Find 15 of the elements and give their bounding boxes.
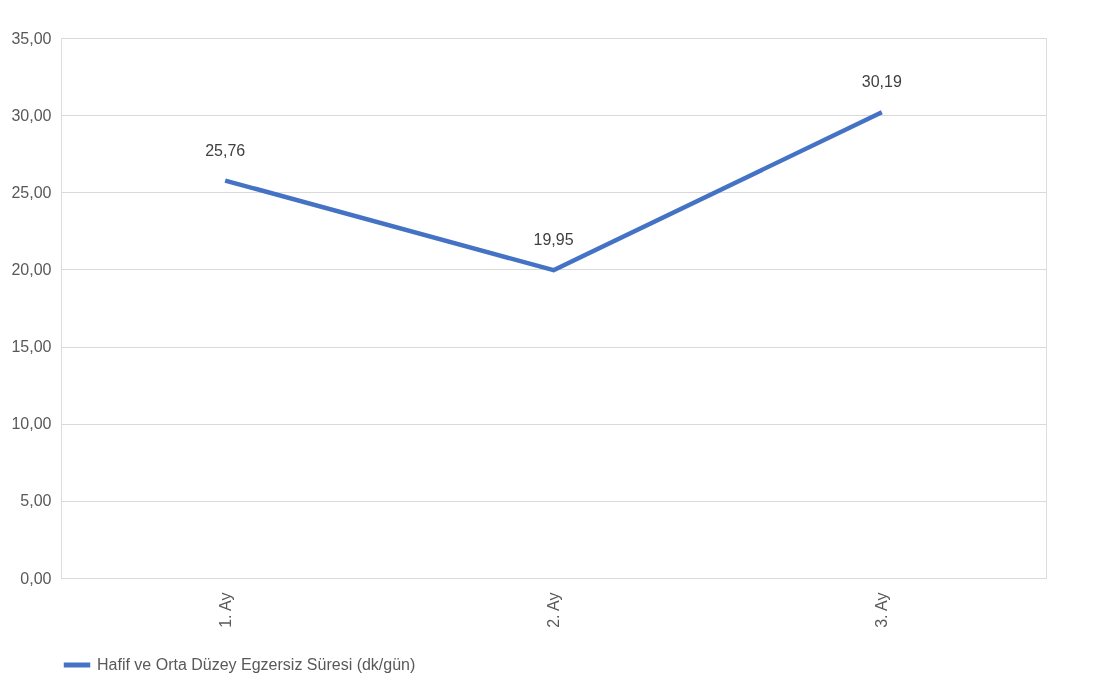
y-tick-label: 30,00: [11, 106, 52, 124]
y-tick-label: 20,00: [11, 260, 52, 278]
y-tick-label: 35,00: [11, 29, 52, 47]
data-label: 30,19: [861, 73, 902, 91]
data-label: 19,95: [533, 231, 574, 249]
y-tick-label: 15,00: [11, 338, 52, 356]
data-label: 25,76: [205, 141, 246, 159]
x-tick-label: 2. Ay: [545, 592, 562, 628]
x-tick-label: 3. Ay: [873, 592, 891, 628]
y-tick-label: 10,00: [11, 415, 52, 433]
y-tick-label: 5,00: [20, 492, 52, 510]
legend-label: Hafif ve Orta Düzey Egzersiz Süresi (dk/gün): [97, 656, 416, 673]
x-tick-label: 1. Ay: [216, 592, 234, 628]
y-tick-label: 25,00: [11, 183, 52, 201]
y-tick-label: 0,00: [20, 569, 52, 587]
